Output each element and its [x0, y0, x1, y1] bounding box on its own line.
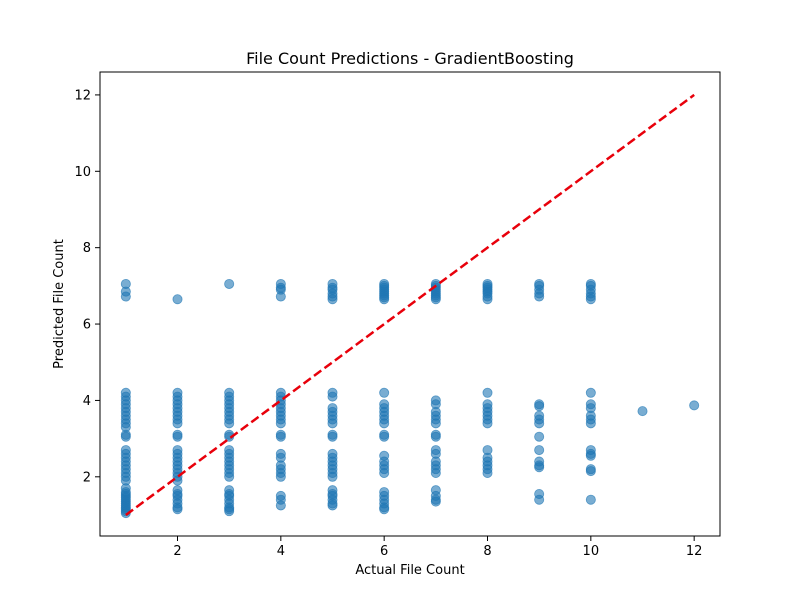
data-point — [275, 500, 286, 511]
data-point — [224, 506, 235, 517]
data-point — [534, 431, 545, 442]
data-point — [172, 418, 183, 429]
data-points — [120, 278, 700, 519]
data-point — [534, 445, 545, 456]
data-point — [327, 500, 338, 511]
data-point — [689, 400, 700, 411]
data-point — [534, 462, 545, 473]
data-point — [482, 294, 493, 305]
data-point — [327, 431, 338, 442]
data-point — [585, 418, 596, 429]
x-tick-label: 6 — [380, 544, 388, 559]
data-point — [327, 471, 338, 482]
data-point — [120, 431, 131, 442]
y-tick-label: 2 — [83, 470, 91, 485]
data-point — [585, 294, 596, 305]
data-point — [275, 431, 286, 442]
y-axis: 2 4 6 8 10 12 — [74, 88, 100, 485]
plot-area-frame — [99, 71, 721, 537]
data-point — [482, 467, 493, 478]
x-axis: 2 4 6 8 10 12 — [173, 536, 702, 559]
data-point — [172, 294, 183, 305]
data-point — [275, 471, 286, 482]
data-point — [379, 387, 390, 398]
reference-line-group — [125, 93, 695, 517]
data-point — [172, 504, 183, 515]
data-point — [327, 391, 338, 402]
chart-title: File Count Predictions - GradientBoostin… — [246, 49, 574, 68]
data-point — [379, 467, 390, 478]
data-point — [275, 291, 286, 302]
data-point — [379, 294, 390, 305]
data-point — [430, 294, 441, 305]
data-point — [275, 418, 286, 429]
y-tick-label: 10 — [74, 165, 91, 180]
data-point — [379, 418, 390, 429]
data-point — [172, 431, 183, 442]
data-point — [430, 418, 441, 429]
data-point — [482, 387, 493, 398]
y-axis-label: Predicted File Count — [52, 239, 67, 369]
data-point — [224, 418, 235, 429]
x-tick-label: 10 — [583, 544, 600, 559]
y-tick-label: 8 — [83, 241, 91, 256]
reference-line — [125, 93, 695, 517]
data-point — [224, 278, 235, 289]
data-point — [430, 431, 441, 442]
x-tick-label: 2 — [173, 544, 181, 559]
data-point — [327, 418, 338, 429]
data-point — [585, 494, 596, 505]
data-point — [534, 291, 545, 302]
data-point — [585, 387, 596, 398]
data-point — [585, 466, 596, 477]
y-tick-label: 12 — [74, 88, 91, 103]
data-point — [327, 294, 338, 305]
x-axis-label: Actual File Count — [355, 563, 464, 578]
y-tick-label: 6 — [83, 318, 91, 333]
data-point — [379, 504, 390, 515]
data-point — [430, 496, 441, 507]
data-point — [637, 406, 648, 417]
data-point — [379, 431, 390, 442]
data-point — [534, 494, 545, 505]
data-point — [482, 418, 493, 429]
data-point — [120, 291, 131, 302]
data-point — [534, 418, 545, 429]
x-tick-label: 12 — [686, 544, 703, 559]
data-point — [585, 450, 596, 461]
x-tick-label: 8 — [483, 544, 491, 559]
y-tick-label: 4 — [83, 394, 91, 409]
data-point — [224, 471, 235, 482]
x-tick-label: 4 — [277, 544, 285, 559]
data-point — [534, 401, 545, 412]
data-point — [430, 467, 441, 478]
